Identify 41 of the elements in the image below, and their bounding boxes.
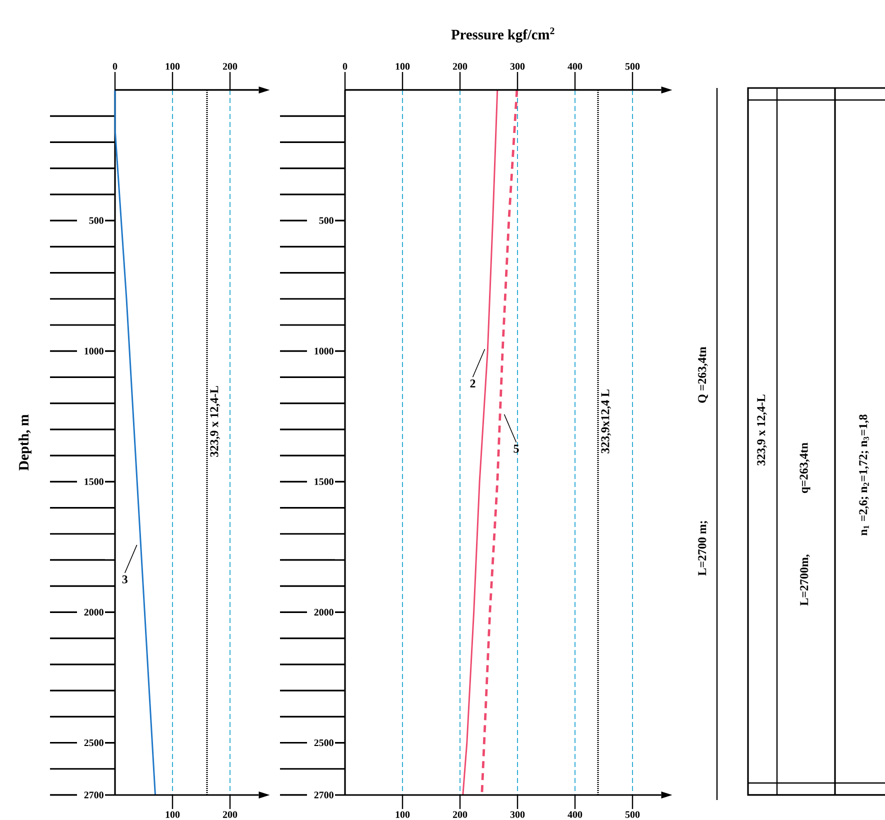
ref-line-label: 323,9 x 12,4-L — [210, 386, 220, 457]
text: Q =263,4tn — [698, 346, 708, 403]
y-tick-label: 2700 — [84, 792, 104, 798]
y-axis-title: Depth, m — [18, 414, 32, 471]
y-tick-label: 1500 — [314, 478, 334, 486]
x-tick-label: 100 — [166, 811, 180, 818]
x2-tick-label: 200 — [222, 63, 238, 70]
y-tick-label: 2500 — [84, 739, 104, 746]
x2-tick-label: 200 — [452, 63, 468, 70]
x2-tick-label: 400 — [568, 63, 582, 70]
x2-tick-label: 0 — [342, 63, 348, 70]
annotation: 5 — [514, 444, 519, 453]
x-tick-label: 300 — [510, 811, 525, 818]
y-tick-label: 1000 — [314, 348, 334, 354]
y-tick-label: 1500 — [84, 478, 104, 486]
chart-title: Pressure kgf/cm$^{2}$ — [451, 28, 554, 42]
x-tick-label: 200 — [452, 811, 468, 818]
y-tick-label: 1000 — [84, 348, 104, 354]
x2-tick-label: 500 — [625, 63, 640, 70]
text: q=263,4tn — [800, 442, 810, 493]
text: L=2700m, — [800, 554, 810, 606]
x2-tick-label: 100 — [396, 63, 410, 70]
annotation: 3 — [122, 575, 128, 584]
x-tick-label: 400 — [568, 811, 582, 818]
y-tick-label: 500 — [89, 217, 104, 224]
text: n$_{1}$ =2,6; n$_{2}$=1,72; n$_{3}$=1,8 — [859, 414, 869, 536]
x2-tick-label: 0 — [112, 63, 118, 70]
y-tick-label: 500 — [319, 217, 334, 224]
text: L=2700 m; — [698, 521, 708, 576]
ref-line-label: 323,9x12,4 L — [601, 389, 611, 454]
y-tick-label: 2700 — [314, 792, 334, 798]
x-tick-label: 500 — [625, 811, 640, 818]
x2-tick-label: 300 — [510, 63, 525, 70]
y-tick-label: 2500 — [314, 739, 334, 746]
y-tick-label: 2000 — [84, 608, 104, 616]
x2-tick-label: 100 — [166, 63, 180, 70]
x-tick-label: 100 — [396, 811, 410, 818]
text: 323,9 x 12,4-L — [757, 394, 767, 466]
x-tick-label: 200 — [222, 811, 238, 818]
annotation: 2 — [470, 379, 476, 388]
y-tick-label: 2000 — [314, 608, 334, 616]
